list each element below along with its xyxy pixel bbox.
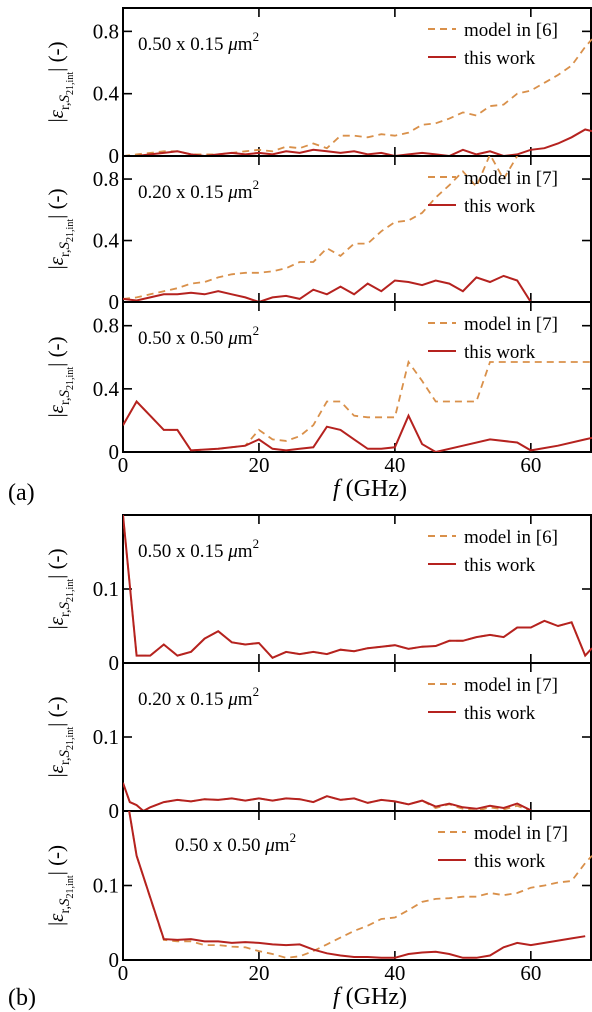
- legend-entry: this work: [464, 342, 536, 363]
- x-axis-label: f (GHz): [333, 476, 407, 502]
- y-tick-label: 0: [109, 290, 120, 314]
- x-tick-label: 0: [118, 961, 129, 985]
- legend-entry: this work: [464, 196, 536, 217]
- y-tick-label: 0.4: [93, 229, 120, 253]
- y-tick-label: 0.8: [93, 19, 119, 43]
- subplot-b-1: 0 0.1 model in [6] this work 0.50 x 0.15 μm2…: [44, 514, 592, 675]
- series-line-this-work: [123, 782, 532, 811]
- y-tick-label: 0.1: [93, 874, 119, 898]
- subplot-b-2: 0 0.1 model in [7] this work 0.20 x 0.15 μm2…: [44, 662, 592, 823]
- legend-entry: this work: [474, 851, 546, 872]
- legend-entry: this work: [464, 48, 536, 69]
- series-line-this-work: [123, 399, 592, 452]
- y-tick-label: 0.8: [93, 314, 119, 338]
- size-annotation: 0.20 x 0.15 μm2: [138, 684, 259, 710]
- legend-entry: model in [7]: [464, 675, 558, 696]
- subplots-group: 0 0.4 0.8 model in [6] this work 0.50 x 0.15 …: [44, 7, 592, 1010]
- y-axis-label: |εr,S21,int| (-): [44, 336, 76, 417]
- y-axis-label: |εr,S21,int| (-): [44, 696, 76, 777]
- y-tick-label: 0.1: [93, 725, 119, 749]
- legend-entry: model in [6]: [464, 20, 558, 41]
- series-line-model: [123, 359, 592, 452]
- y-tick-label: 0.4: [93, 82, 120, 106]
- legend-entry: model in [7]: [464, 314, 558, 335]
- x-tick-label: 40: [384, 453, 405, 477]
- series-line-model: [128, 811, 592, 959]
- series-line-this-work: [123, 128, 592, 156]
- y-tick-label: 0: [109, 948, 120, 972]
- y-axis-label: |εr,S21,int| (-): [44, 845, 76, 926]
- size-annotation: 0.50 x 0.50 μm2: [138, 323, 259, 349]
- legend-entry: this work: [464, 703, 536, 724]
- size-annotation: 0.20 x 0.15 μm2: [138, 177, 259, 203]
- y-axis-label: |εr,S21,int| (-): [44, 548, 76, 629]
- y-tick-label: 0: [109, 440, 120, 464]
- size-annotation: 0.50 x 0.50 μm2: [175, 830, 296, 856]
- panel-label-b: (b): [8, 985, 36, 1011]
- series-line-model: [123, 156, 519, 300]
- series-line-this-work: [123, 274, 532, 302]
- subplot-b-3: 0 0.1 model in [7] this work 0.50 x 0.50 μm2…: [44, 810, 592, 1010]
- x-tick-label: 20: [248, 453, 269, 477]
- x-tick-label: 60: [520, 453, 541, 477]
- size-annotation: 0.50 x 0.15 μm2: [138, 29, 259, 55]
- y-tick-label: 0.1: [93, 577, 119, 601]
- x-tick-label: 0: [118, 453, 129, 477]
- y-tick-label: 0.8: [93, 167, 119, 191]
- series-line-this-work: [128, 811, 586, 959]
- x-tick-label: 20: [248, 961, 269, 985]
- y-tick-label: 0: [109, 144, 120, 168]
- x-axis-label: f (GHz): [333, 984, 407, 1010]
- legend-entry: this work: [464, 555, 536, 576]
- legend-entry: model in [7]: [464, 168, 558, 189]
- y-tick-label: 0.4: [93, 377, 120, 401]
- plot-frame: [122, 301, 592, 453]
- series-line-model: [123, 38, 592, 156]
- series-line-this-work: [123, 515, 592, 660]
- subplot-a-3: 0 0.4 0.8 model in [7] this work 0.50 x 0.50 …: [44, 301, 592, 502]
- y-tick-label: 0: [109, 651, 120, 675]
- panel-label-a: (a): [8, 480, 35, 506]
- y-tick-label: 0: [109, 799, 120, 823]
- size-annotation: 0.50 x 0.15 μm2: [138, 536, 259, 562]
- y-axis-label: |εr,S21,int| (-): [44, 41, 76, 122]
- y-axis-label: |εr,S21,int| (-): [44, 188, 76, 269]
- x-tick-label: 40: [384, 961, 405, 985]
- subplot-a-1: 0 0.4 0.8 model in [6] this work 0.50 x 0.15 …: [44, 7, 592, 168]
- subplot-a-2: 0 0.4 0.8 model in [7] this work 0.20 x 0.15 …: [44, 155, 592, 314]
- legend-entry: model in [6]: [464, 527, 558, 548]
- x-tick-label: 60: [520, 961, 541, 985]
- legend-entry: model in [7]: [474, 823, 568, 844]
